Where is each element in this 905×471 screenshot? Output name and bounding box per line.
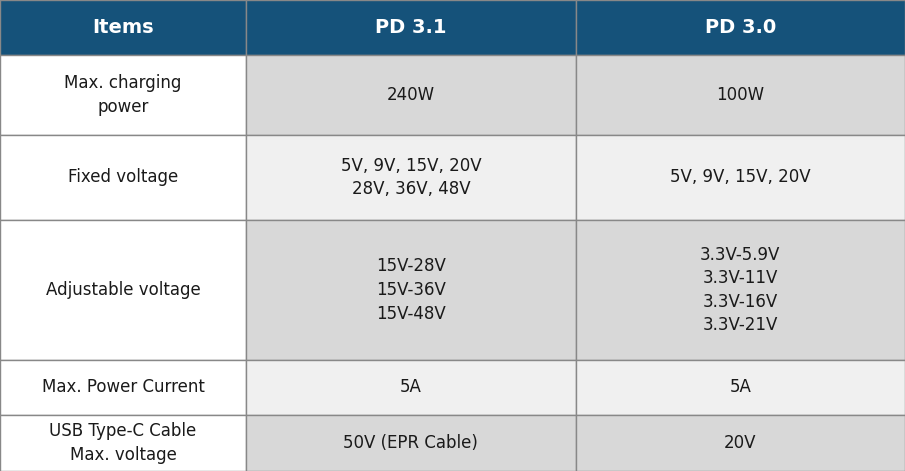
Bar bbox=[576, 135, 905, 220]
Bar bbox=[576, 220, 905, 360]
Text: Adjustable voltage: Adjustable voltage bbox=[46, 281, 200, 299]
Text: PD 3.0: PD 3.0 bbox=[705, 18, 776, 37]
Text: Items: Items bbox=[92, 18, 154, 37]
Text: USB Type-C Cable
Max. voltage: USB Type-C Cable Max. voltage bbox=[50, 422, 196, 464]
Bar bbox=[246, 55, 576, 135]
Text: Max. charging
power: Max. charging power bbox=[64, 74, 182, 116]
Bar bbox=[0, 360, 246, 415]
Bar bbox=[0, 0, 246, 55]
Bar bbox=[0, 220, 246, 360]
Bar bbox=[246, 220, 576, 360]
Bar bbox=[246, 415, 576, 471]
Text: 5V, 9V, 15V, 20V: 5V, 9V, 15V, 20V bbox=[670, 169, 811, 187]
Text: Max. Power Current: Max. Power Current bbox=[42, 379, 205, 397]
Text: 3.3V-5.9V
3.3V-11V
3.3V-16V
3.3V-21V: 3.3V-5.9V 3.3V-11V 3.3V-16V 3.3V-21V bbox=[700, 245, 780, 334]
Bar bbox=[0, 55, 246, 135]
Bar bbox=[0, 135, 246, 220]
Text: 100W: 100W bbox=[716, 86, 765, 104]
Text: Fixed voltage: Fixed voltage bbox=[68, 169, 178, 187]
Bar bbox=[246, 135, 576, 220]
Text: 50V (EPR Cable): 50V (EPR Cable) bbox=[343, 434, 479, 452]
Bar bbox=[576, 55, 905, 135]
Text: 20V: 20V bbox=[724, 434, 757, 452]
Text: 5A: 5A bbox=[729, 379, 751, 397]
Bar bbox=[246, 0, 576, 55]
Text: PD 3.1: PD 3.1 bbox=[375, 18, 447, 37]
Text: 240W: 240W bbox=[386, 86, 435, 104]
Text: 5V, 9V, 15V, 20V
28V, 36V, 48V: 5V, 9V, 15V, 20V 28V, 36V, 48V bbox=[340, 157, 481, 198]
Bar bbox=[576, 360, 905, 415]
Bar bbox=[0, 415, 246, 471]
Bar bbox=[246, 360, 576, 415]
Bar bbox=[576, 415, 905, 471]
Bar bbox=[576, 0, 905, 55]
Text: 5A: 5A bbox=[400, 379, 422, 397]
Text: 15V-28V
15V-36V
15V-48V: 15V-28V 15V-36V 15V-48V bbox=[376, 257, 446, 323]
